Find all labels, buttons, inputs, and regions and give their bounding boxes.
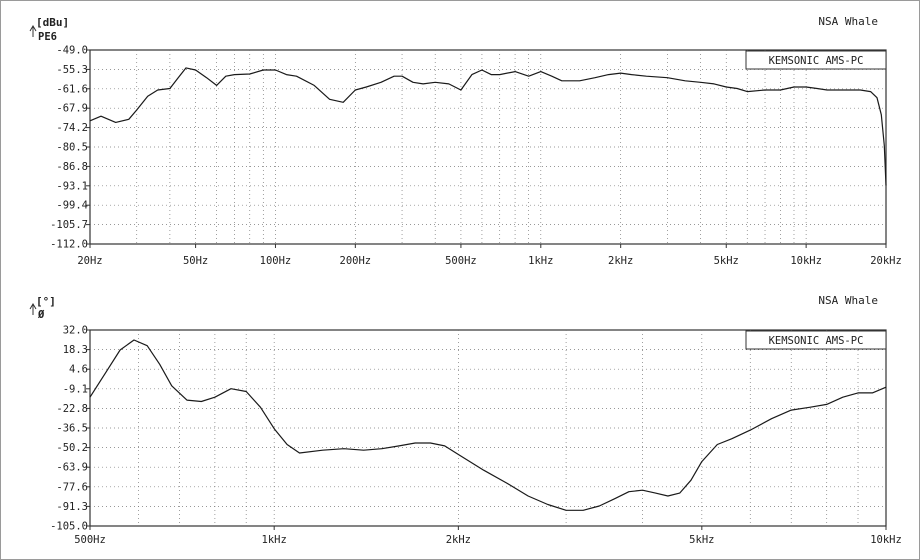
y-tick-label: 4.6 — [69, 364, 88, 376]
x-tick-label: 1kHz — [262, 534, 287, 546]
legend: KEMSONIC AMS-PC — [745, 50, 887, 70]
y-tick-label: -93.1 — [56, 180, 88, 192]
y-tick-label: -86.8 — [56, 161, 88, 173]
trace-label: Ø — [37, 309, 45, 321]
y-tick-label: -105.7 — [50, 219, 88, 231]
x-tick-label: 2kHz — [446, 534, 471, 546]
x-tick-label: 500Hz — [74, 534, 106, 546]
legend-box — [745, 330, 887, 350]
legend-label: KEMSONIC AMS-PC — [769, 55, 864, 67]
y-tick-label: -36.5 — [56, 423, 88, 435]
amplitude-chart: -49.0 -55.3 -61.6 -67.9 -74.2 -80.5 -86.8 -93.1… — [29, 15, 902, 267]
chart-title: NSA Whale — [818, 15, 878, 28]
y-tick-label: -63.9 — [56, 462, 88, 474]
trace-label: PE6 — [38, 31, 57, 43]
x-tick-label: 200Hz — [340, 255, 372, 267]
y-tick-label: -9.1 — [63, 383, 88, 395]
y-tick-label: -22.8 — [56, 403, 88, 415]
y-tick-label: -80.5 — [56, 142, 88, 154]
y-tick-label: -74.2 — [56, 122, 88, 134]
y-tick-label: 18.3 — [63, 344, 88, 356]
phase-chart: 32.0 18.3 4.6 -9.1 -22.8 -36.5 -50.2 -63.9 -77.6… — [29, 294, 902, 546]
trace-arrow-icon — [29, 303, 37, 315]
y-tick-label: -49.0 — [56, 45, 88, 57]
chart-title: NSA Whale — [818, 294, 878, 307]
y-tick-label: -112.0 — [50, 239, 88, 251]
y-axis-unit-label: [°] — [36, 295, 56, 308]
x-tick-label: 2kHz — [608, 255, 633, 267]
x-tick-label: 1kHz — [528, 255, 553, 267]
x-tick-label: 500Hz — [445, 255, 477, 267]
y-tick-label: -61.6 — [56, 83, 88, 95]
legend: KEMSONIC AMS-PC — [745, 330, 887, 350]
x-tick-label: 10kHz — [790, 255, 822, 267]
x-tick-label: 50Hz — [183, 255, 208, 267]
y-tick-label: -50.2 — [56, 442, 88, 454]
trace-arrow-icon — [29, 25, 37, 37]
x-tick-label: 20Hz — [77, 255, 102, 267]
series-line — [89, 339, 887, 511]
grid — [90, 50, 886, 244]
y-tick-label: -55.3 — [56, 64, 88, 76]
y-tick-label: -99.4 — [56, 200, 88, 212]
y-tick-label: -67.9 — [56, 103, 88, 115]
legend-box — [745, 50, 887, 70]
y-tick-label: -91.3 — [56, 501, 88, 513]
x-tick-label: 10kHz — [870, 534, 902, 546]
y-tick-label: -105.0 — [50, 521, 88, 533]
x-tick-label: 5kHz — [689, 534, 714, 546]
y-tick-label: 32.0 — [63, 325, 88, 337]
y-tick-label: -77.6 — [56, 481, 88, 493]
grid — [90, 330, 886, 526]
legend-label: KEMSONIC AMS-PC — [769, 335, 864, 347]
x-tick-label: 100Hz — [260, 255, 292, 267]
x-tick-label: 5kHz — [714, 255, 739, 267]
x-tick-label: 20kHz — [870, 255, 902, 267]
series-line — [89, 67, 887, 186]
y-axis-unit-label: [dBu] — [36, 16, 69, 29]
